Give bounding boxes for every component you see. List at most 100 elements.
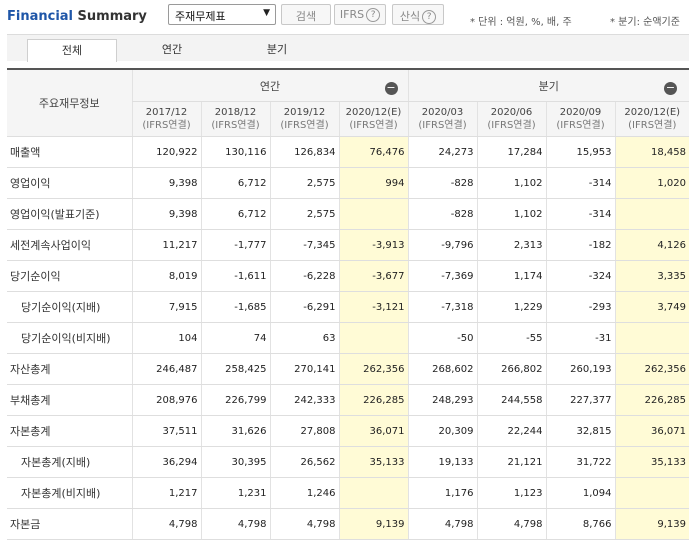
period-date: 2020/09 [547,106,615,119]
row-label: 영업이익 [7,168,132,199]
value-cell: 2,575 [270,199,339,230]
ifrs-help-button[interactable]: IFRS? [334,4,386,25]
value-cell: -3,121 [339,292,408,323]
value-cell: -55 [477,323,546,354]
tab-quarterly-label: 분기 [267,43,287,56]
value-cell: 1,246 [270,478,339,509]
value-cell: 18,458 [615,137,689,168]
value-cell: 226,285 [615,385,689,416]
value-cell: 1,176 [408,478,477,509]
tab-all-label: 전체 [62,44,82,57]
value-cell: 242,333 [270,385,339,416]
title-financial: Financial [7,9,73,24]
value-cell: 24,273 [408,137,477,168]
value-cell: -828 [408,199,477,230]
value-cell: 246,487 [132,354,201,385]
period-tabs: 전체 연간 분기 [7,34,689,61]
value-cell: 4,798 [270,509,339,540]
value-cell: 4,126 [615,230,689,261]
value-cell: 1,174 [477,261,546,292]
period-basis: (IFRS연결) [478,119,546,132]
ifrs-button-label: IFRS [340,8,364,21]
value-cell: 258,425 [201,354,270,385]
value-cell: 4,798 [408,509,477,540]
quarter-group-header: 분기− [408,69,689,102]
tab-annual-label: 연간 [162,43,182,56]
value-cell: 6,712 [201,168,270,199]
value-cell: 31,722 [546,447,615,478]
value-cell: 36,071 [339,416,408,447]
corner-header: 주요재무정보 [7,69,132,137]
value-cell: -1,611 [201,261,270,292]
value-cell: -7,369 [408,261,477,292]
value-cell: -9,796 [408,230,477,261]
period-header: 2020/12(E)(IFRS연결) [339,102,408,137]
value-cell: -3,913 [339,230,408,261]
title-summary: Summary [73,9,147,24]
collapse-annual-icon[interactable]: − [385,82,398,95]
value-cell: -182 [546,230,615,261]
value-cell: -314 [546,199,615,230]
value-cell: 226,285 [339,385,408,416]
value-cell: 227,377 [546,385,615,416]
value-cell: -314 [546,168,615,199]
formula-help-button[interactable]: 산식? [392,4,444,25]
value-cell: 30,395 [201,447,270,478]
value-cell: -1,685 [201,292,270,323]
value-cell: 36,294 [132,447,201,478]
tab-all[interactable]: 전체 [27,39,117,62]
value-cell: 74 [201,323,270,354]
row-label: 자산총계 [7,354,132,385]
value-cell: 17,284 [477,137,546,168]
value-cell: 21,121 [477,447,546,478]
row-label: 당기순이익 [7,261,132,292]
period-header: 2020/09(IFRS연결) [546,102,615,137]
value-cell: -293 [546,292,615,323]
value-cell: 4,798 [477,509,546,540]
tab-annual[interactable]: 연간 [132,39,212,62]
row-label: 당기순이익(지배) [7,292,132,323]
value-cell: 1,094 [546,478,615,509]
row-label: 부채총계 [7,385,132,416]
unit-note: * 단위 : 억원, %, 배, 주 [470,13,572,28]
value-cell: 11,217 [132,230,201,261]
financial-summary-table: 주요재무정보 연간− 분기− 2017/12(IFRS연결)2018/12(IF… [7,68,689,540]
value-cell: 1,123 [477,478,546,509]
value-cell: 26,562 [270,447,339,478]
value-cell: 1,102 [477,199,546,230]
value-cell: 130,116 [201,137,270,168]
search-button[interactable]: 검색 [281,4,331,25]
period-header: 2019/12(IFRS연결) [270,102,339,137]
value-cell: -324 [546,261,615,292]
value-cell: 244,558 [477,385,546,416]
value-cell: 9,398 [132,168,201,199]
statement-type-select[interactable]: 주재무제표▼ [168,4,276,25]
row-label: 자본총계(비지배) [7,478,132,509]
value-cell [339,478,408,509]
period-date: 2019/12 [271,106,339,119]
row-label: 세전계속사업이익 [7,230,132,261]
period-basis: (IFRS연결) [202,119,270,132]
value-cell: 20,309 [408,416,477,447]
value-cell [339,323,408,354]
row-label: 자본총계(지배) [7,447,132,478]
tab-quarterly[interactable]: 분기 [237,39,317,62]
value-cell: -7,345 [270,230,339,261]
value-cell: 266,802 [477,354,546,385]
search-button-label: 검색 [296,10,316,23]
collapse-quarter-icon[interactable]: − [664,82,677,95]
period-basis: (IFRS연결) [547,119,615,132]
value-cell: 270,141 [270,354,339,385]
value-cell: 36,071 [615,416,689,447]
row-label: 자본총계 [7,416,132,447]
value-cell: 1,229 [477,292,546,323]
value-cell: 4,798 [132,509,201,540]
